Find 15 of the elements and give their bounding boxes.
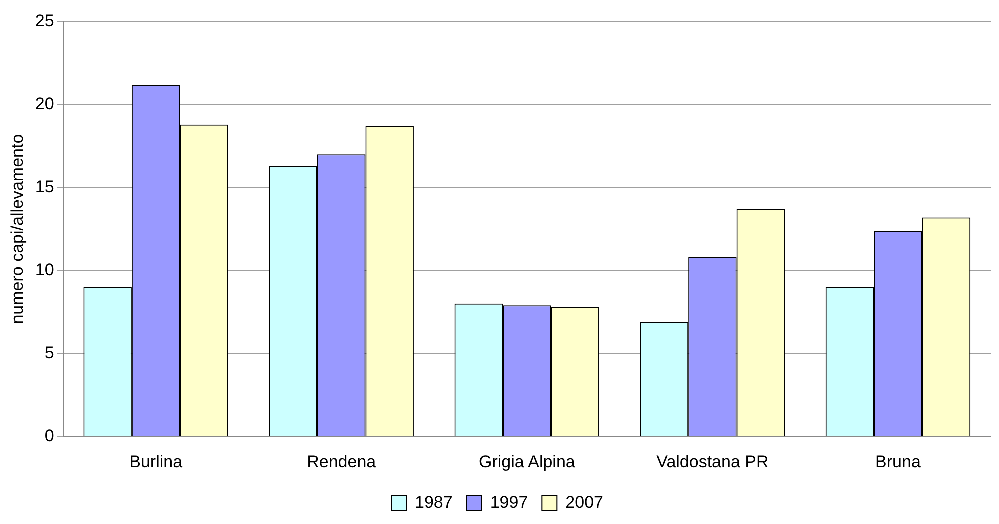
legend-label: 2007 — [566, 493, 604, 512]
x-tick-label: Grigia Alpina — [478, 452, 576, 472]
legend-label: 1997 — [490, 493, 528, 512]
legend-label: 1987 — [415, 493, 453, 512]
y-tick-label: 25 — [35, 12, 54, 31]
y-tick-label: 5 — [44, 343, 54, 362]
x-tick-label: Burlina — [130, 452, 184, 472]
x-tick-label: Bruna — [876, 452, 922, 472]
y-tick-label: 0 — [44, 426, 54, 446]
x-tick-label: Valdostana PR — [656, 452, 769, 472]
y-tick-label: 10 — [35, 260, 54, 280]
y-axis-title: numero capi/allevamento — [8, 134, 27, 324]
y-tick-label: 15 — [35, 178, 54, 197]
x-tick-label: Rendena — [307, 452, 377, 472]
y-tick-label: 20 — [35, 94, 54, 114]
